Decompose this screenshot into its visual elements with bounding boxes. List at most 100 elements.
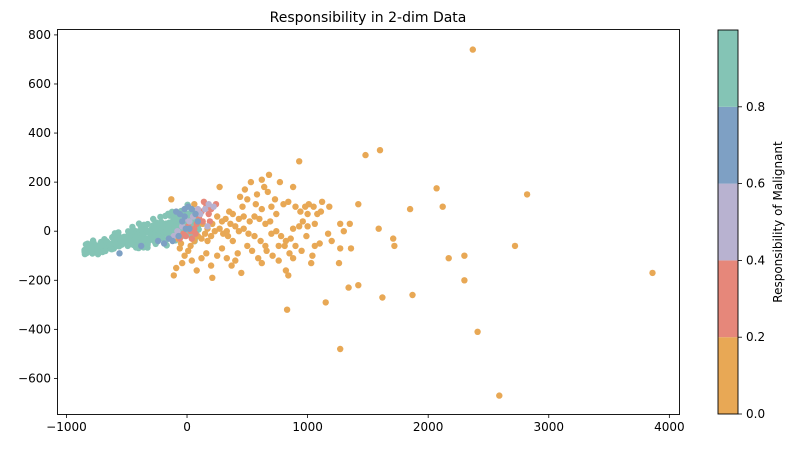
cluster-point xyxy=(87,247,94,254)
x-tick-label: 4000 xyxy=(654,420,685,434)
data-point xyxy=(252,201,259,208)
data-point xyxy=(191,201,198,208)
data-point xyxy=(257,237,264,245)
data-point xyxy=(285,198,292,205)
data-point xyxy=(200,198,208,205)
data-point xyxy=(496,392,503,399)
cluster-point xyxy=(106,240,114,247)
data-point xyxy=(299,218,306,225)
cluster-point xyxy=(137,226,145,233)
data-point xyxy=(409,291,416,299)
data-point xyxy=(179,218,186,225)
data-point xyxy=(283,306,291,313)
data-point xyxy=(204,223,211,230)
data-point xyxy=(308,259,315,267)
data-point xyxy=(322,299,329,306)
data-point xyxy=(275,257,282,264)
data-point xyxy=(207,262,215,269)
data-point xyxy=(303,232,310,240)
cluster-point xyxy=(140,236,147,243)
data-point xyxy=(253,191,261,198)
data-point xyxy=(210,203,217,210)
data-point xyxy=(326,203,333,210)
x-tick-label: 2000 xyxy=(413,420,444,434)
data-point xyxy=(223,228,230,235)
colorbar-tick-label: 0.8 xyxy=(746,100,765,114)
data-point xyxy=(248,247,256,254)
cluster-point xyxy=(111,230,119,237)
data-point xyxy=(267,218,274,225)
data-point xyxy=(186,225,193,232)
colorbar: 0.0 0.2 0.4 0.6 0.8 xyxy=(717,29,765,421)
data-point xyxy=(251,232,258,240)
data-points xyxy=(81,46,656,399)
data-point xyxy=(229,237,236,245)
cluster-point xyxy=(111,235,118,242)
data-point xyxy=(375,225,382,232)
data-point xyxy=(240,213,247,220)
data-point xyxy=(469,46,476,53)
data-point xyxy=(461,252,468,259)
data-point xyxy=(280,201,287,208)
data-point xyxy=(238,269,245,277)
data-point xyxy=(523,191,531,198)
data-point xyxy=(188,235,195,242)
cluster-point xyxy=(146,229,153,237)
data-point xyxy=(311,242,318,250)
data-point xyxy=(391,242,398,250)
data-point xyxy=(328,237,335,245)
data-point xyxy=(277,232,285,240)
data-point xyxy=(207,232,215,240)
data-point xyxy=(324,230,332,237)
data-point xyxy=(224,232,232,240)
data-point xyxy=(198,255,205,262)
cluster-point xyxy=(128,241,135,248)
data-point xyxy=(244,196,251,203)
data-point xyxy=(247,178,255,186)
cluster-point xyxy=(135,220,143,227)
data-point xyxy=(235,228,243,235)
data-point xyxy=(282,237,290,245)
data-point xyxy=(298,247,305,254)
data-point xyxy=(205,210,212,218)
data-point xyxy=(289,183,297,191)
data-point xyxy=(206,218,214,225)
data-point xyxy=(194,205,202,213)
data-point xyxy=(214,252,221,259)
cluster-point xyxy=(122,237,130,244)
y-tick-label: 800 xyxy=(28,28,51,42)
data-point xyxy=(474,328,481,335)
data-point xyxy=(439,203,446,210)
data-point xyxy=(244,242,251,250)
x-tick-label: 1000 xyxy=(292,420,323,434)
data-point xyxy=(379,294,386,301)
y-tick-label: 0 xyxy=(43,224,51,238)
data-point xyxy=(174,228,181,235)
data-point xyxy=(227,220,234,227)
data-point xyxy=(335,259,343,267)
data-point xyxy=(214,213,221,220)
data-point xyxy=(285,272,292,279)
data-point xyxy=(311,220,318,227)
data-point xyxy=(168,196,175,203)
data-point xyxy=(241,186,249,193)
x-tick-label: −1000 xyxy=(46,420,87,434)
y-tick-label: −200 xyxy=(18,273,51,287)
data-point xyxy=(340,228,347,235)
data-point xyxy=(256,215,263,223)
cluster-point xyxy=(144,241,151,248)
x-tick-label: 3000 xyxy=(533,420,564,434)
data-point xyxy=(179,259,186,267)
data-point xyxy=(175,232,182,240)
data-point xyxy=(287,235,294,242)
data-point xyxy=(406,205,414,213)
data-point xyxy=(271,196,279,203)
data-point xyxy=(197,210,204,218)
data-point xyxy=(355,201,362,208)
y-tick-label: 200 xyxy=(28,175,51,189)
colorbar-tick-label: 0.4 xyxy=(746,253,765,267)
data-point xyxy=(192,230,199,237)
colorbar-segment xyxy=(718,30,738,107)
data-point xyxy=(265,171,273,178)
